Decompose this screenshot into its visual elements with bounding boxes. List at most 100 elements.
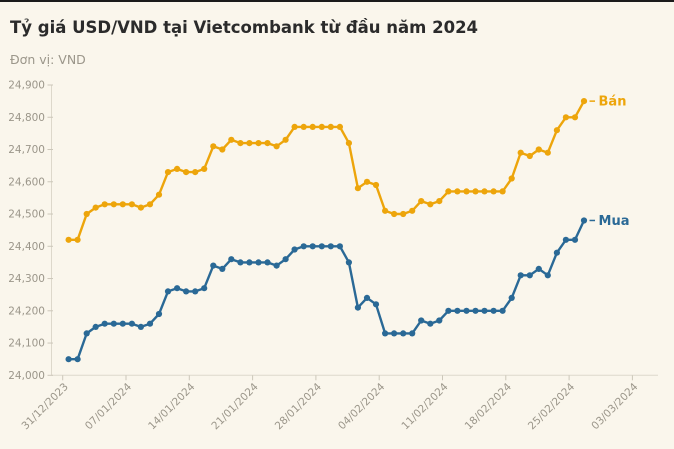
series-point-ban bbox=[454, 188, 461, 195]
series-point-ban bbox=[155, 191, 163, 198]
series-point-mua bbox=[409, 330, 416, 337]
y-tick-label: 24,500 bbox=[8, 209, 45, 221]
series-point-ban bbox=[174, 165, 181, 172]
series-point-mua bbox=[119, 320, 126, 327]
series-point-mua bbox=[391, 330, 398, 337]
series-point-mua bbox=[345, 259, 352, 266]
y-tick-label: 24,400 bbox=[8, 241, 45, 253]
series-point-ban bbox=[282, 136, 289, 143]
series-point-ban bbox=[382, 207, 389, 214]
y-tick-label: 24,900 bbox=[8, 80, 45, 92]
x-tick-label: 25/02/2024 bbox=[526, 381, 578, 433]
series-point-ban bbox=[345, 140, 352, 147]
series-point-ban bbox=[201, 165, 208, 172]
x-tick-label: 03/03/2024 bbox=[589, 381, 641, 433]
series-point-mua bbox=[327, 243, 334, 250]
series-point-mua bbox=[273, 262, 280, 269]
series-point-mua bbox=[110, 320, 117, 327]
legend-label-mua: Mua bbox=[599, 214, 630, 229]
series-point-mua bbox=[219, 265, 226, 272]
series-point-mua bbox=[418, 317, 425, 324]
series-point-mua bbox=[174, 285, 181, 292]
series-point-ban bbox=[553, 127, 561, 134]
y-tick-label: 24,600 bbox=[8, 176, 45, 188]
series-point-mua bbox=[526, 272, 533, 279]
series-point-mua bbox=[517, 272, 524, 279]
series-point-ban bbox=[472, 188, 479, 195]
series-point-mua bbox=[228, 256, 235, 263]
series-point-mua bbox=[192, 288, 199, 295]
series-point-mua bbox=[372, 301, 380, 308]
chart-title: Tỷ giá USD/VND tại Vietcombank từ đầu nă… bbox=[10, 18, 479, 38]
series-point-ban bbox=[92, 204, 99, 211]
series-point-mua bbox=[237, 259, 244, 266]
series-point-mua bbox=[264, 259, 271, 266]
series-point-ban bbox=[183, 169, 190, 176]
series-point-ban bbox=[300, 123, 307, 130]
unit-label: Đơn vị: VND bbox=[10, 52, 86, 67]
series-point-mua bbox=[74, 356, 81, 363]
series-point-ban bbox=[418, 198, 425, 205]
series-point-ban bbox=[255, 140, 262, 147]
series-line-mua bbox=[67, 219, 586, 361]
series-point-ban bbox=[544, 149, 551, 156]
series-point-mua bbox=[363, 294, 371, 301]
legend-label-ban: Bán bbox=[599, 95, 627, 110]
series-point-mua bbox=[246, 259, 253, 266]
series-point-mua bbox=[83, 330, 90, 337]
y-tick-label: 24,200 bbox=[8, 305, 45, 317]
series-point-ban bbox=[237, 140, 244, 147]
series-point-ban bbox=[264, 140, 271, 147]
series-point-ban bbox=[273, 143, 280, 150]
series-point-ban bbox=[535, 146, 542, 153]
top-rule bbox=[0, 0, 674, 2]
series-point-ban bbox=[192, 169, 199, 176]
series-point-ban bbox=[291, 123, 298, 130]
series-point-mua bbox=[544, 272, 551, 279]
series-point-ban bbox=[562, 114, 570, 121]
series-point-ban bbox=[463, 188, 470, 195]
series-point-mua bbox=[318, 243, 325, 250]
series-point-mua bbox=[436, 317, 443, 324]
series-point-mua bbox=[65, 356, 72, 363]
series-point-ban bbox=[210, 143, 217, 150]
y-tick-label: 24,800 bbox=[8, 112, 45, 124]
x-tick-label: 18/02/2024 bbox=[463, 381, 515, 433]
y-tick-label: 24,000 bbox=[8, 370, 45, 382]
series-point-ban bbox=[318, 123, 325, 130]
series-point-mua bbox=[481, 307, 488, 314]
series-point-ban bbox=[228, 136, 235, 143]
series-point-mua bbox=[300, 243, 307, 250]
x-tick-label: 21/01/2024 bbox=[209, 381, 261, 433]
series-point-ban bbox=[526, 152, 533, 160]
series-point-mua bbox=[454, 307, 461, 314]
series-point-mua bbox=[183, 288, 190, 295]
series-point-ban bbox=[391, 210, 398, 218]
series-point-ban bbox=[400, 210, 407, 218]
series-point-ban bbox=[580, 98, 588, 105]
series-point-ban bbox=[83, 210, 90, 218]
series-point-mua bbox=[571, 236, 579, 243]
series-point-ban bbox=[246, 140, 253, 147]
series-point-ban bbox=[336, 123, 343, 130]
series-point-mua bbox=[553, 249, 561, 256]
x-tick-label: 07/01/2024 bbox=[83, 381, 135, 433]
series-point-ban bbox=[436, 198, 443, 205]
series-point-mua bbox=[309, 243, 316, 250]
series-point-ban bbox=[427, 201, 434, 208]
series-point-mua bbox=[508, 294, 515, 301]
y-tick-label: 24,100 bbox=[8, 338, 45, 350]
series-point-ban bbox=[110, 201, 117, 208]
series-point-mua bbox=[201, 285, 208, 292]
series-point-ban bbox=[164, 169, 172, 176]
series-point-ban bbox=[219, 146, 226, 153]
y-tick-label: 24,300 bbox=[8, 273, 45, 285]
series-point-ban bbox=[137, 204, 144, 211]
series-point-ban bbox=[372, 181, 380, 189]
series-point-mua bbox=[101, 320, 108, 327]
series-point-mua bbox=[445, 307, 452, 314]
series-point-ban bbox=[128, 201, 135, 208]
series-point-ban bbox=[363, 178, 371, 185]
series-point-ban bbox=[74, 236, 81, 243]
